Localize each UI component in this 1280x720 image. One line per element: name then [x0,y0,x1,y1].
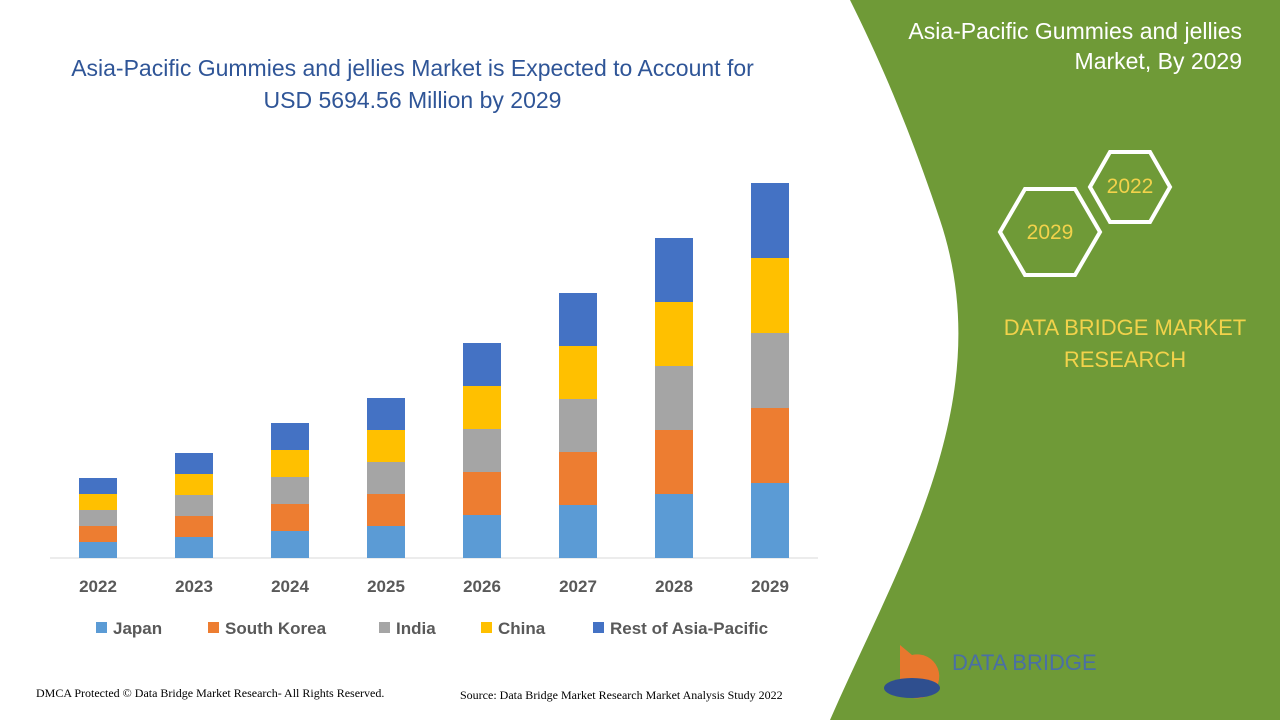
bar-segment [79,526,117,542]
legend-swatch [481,622,492,633]
bar-segment [463,429,501,472]
chart-title: Asia-Pacific Gummies and jellies Market … [71,55,754,113]
bar-segment [559,399,597,452]
bar-segment [655,430,693,494]
legend-label: Rest of Asia-Pacific [610,619,768,638]
bar-segment [175,495,213,516]
x-tick-label: 2025 [367,577,405,596]
bar-segment [463,472,501,515]
footer-left: DMCA Protected © Data Bridge Market Rese… [36,686,385,700]
legend-swatch [208,622,219,633]
brand: DATA BRIDGE MARKET RESEARCH [1003,315,1247,372]
legend-swatch [96,622,107,633]
hex-label: 2022 [1107,175,1154,198]
bar-segment [175,474,213,495]
bar-segment [79,478,117,494]
bar-segment [559,505,597,558]
legend-swatch [593,622,604,633]
legend-swatch [379,622,390,633]
hex-label: 2029 [1027,221,1074,244]
bar-segment [175,516,213,537]
bar-segment [751,408,789,483]
x-tick-label: 2027 [559,577,597,596]
bar-segment [175,537,213,558]
legend-label: Japan [113,619,162,638]
footer-right: Source: Data Bridge Market Research Mark… [460,688,783,702]
bar-segment [751,483,789,558]
bar-segment [367,462,405,494]
bar-segment [463,386,501,429]
bar-segment [271,423,309,450]
x-tick-label: 2023 [175,577,213,596]
bar-segment [367,494,405,526]
hexagon [1087,150,1173,224]
bar-segment [655,238,693,302]
bar-segment [367,526,405,558]
x-tick-label: 2029 [751,577,789,596]
bar-segment [463,343,501,386]
bar-segment [271,531,309,558]
bar-segment [271,450,309,477]
bar-segment [271,504,309,531]
bar-segment [79,494,117,510]
legend-label: China [498,619,546,638]
bar-segment [559,452,597,505]
bar-segment [463,515,501,558]
bar-segment [79,542,117,558]
x-tick-label: 2028 [655,577,693,596]
bar-segment [559,293,597,346]
bar-segment [751,258,789,333]
x-tick-label: 2024 [271,577,309,596]
bar-segment [655,494,693,558]
x-tick-label: 2026 [463,577,501,596]
side-title: Asia-Pacific Gummies and jellies Market,… [908,18,1242,74]
bar-segment [79,510,117,526]
bar-segment [271,477,309,504]
logo-text: DATA BRIDGE [952,650,1097,675]
bar-segment [751,333,789,408]
bar-segment [655,366,693,430]
bar-segment [751,183,789,258]
hexagon [997,187,1103,277]
bar-segment [559,346,597,399]
bar-segment [655,302,693,366]
x-tick-label: 2022 [79,577,117,596]
legend-label: India [396,619,436,638]
legend-label: South Korea [225,619,327,638]
bar-segment [367,430,405,462]
bar-segment [175,453,213,474]
logo-mark [884,678,940,698]
bar-segment [367,398,405,430]
